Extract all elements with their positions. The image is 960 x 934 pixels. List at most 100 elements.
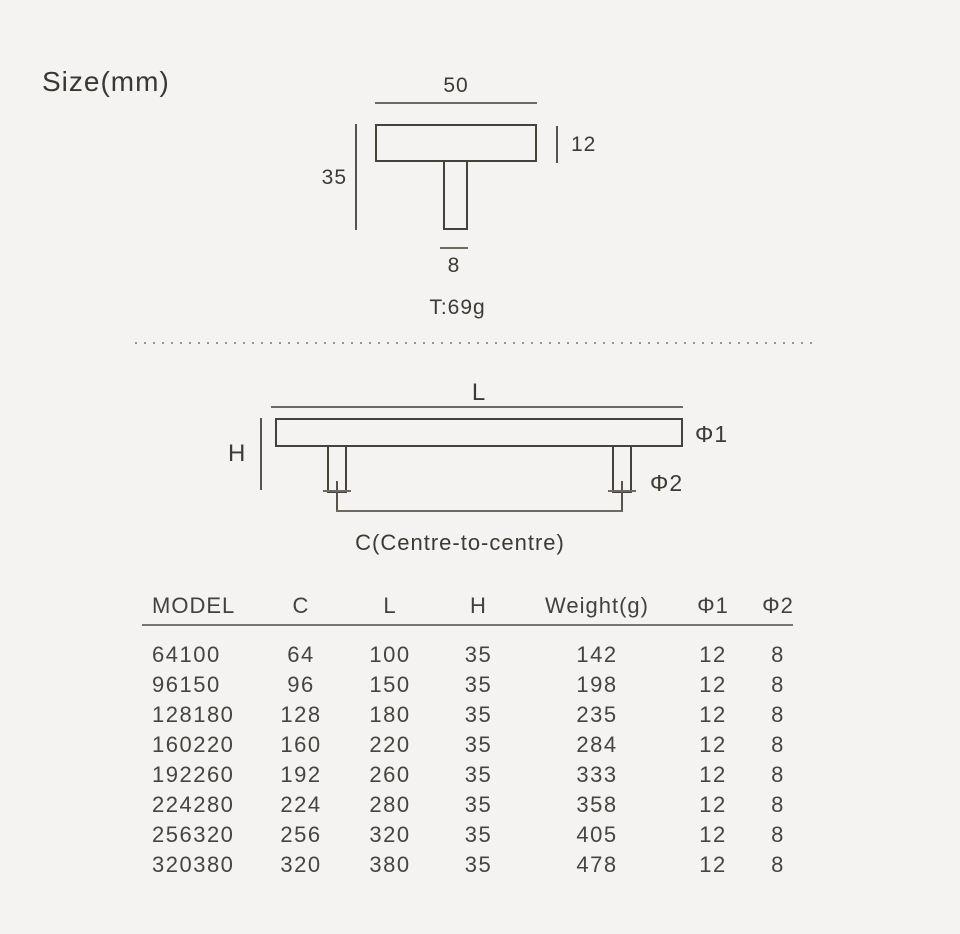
cell-l: 260	[369, 762, 411, 787]
knob-thickness-label: 12	[571, 133, 597, 156]
centre-dimension-line	[336, 510, 623, 512]
cell-c: 96	[287, 672, 315, 697]
cell-l: 180	[369, 702, 411, 727]
cell-weight: 358	[576, 792, 618, 817]
header-h: H	[470, 593, 487, 618]
cell-model: 160220	[152, 732, 235, 757]
cell-dia1: 12	[699, 642, 727, 667]
knob-height-label: 35	[321, 166, 347, 189]
cell-l: 380	[369, 852, 411, 877]
knob-height-dimension-line	[355, 124, 357, 230]
cell-weight: 478	[576, 852, 618, 877]
cell-l: 100	[369, 642, 411, 667]
header-model: MODEL	[152, 593, 236, 618]
cell-l: 220	[369, 732, 411, 757]
cell-dia2: 8	[771, 672, 785, 697]
centre-right-tick	[608, 490, 636, 492]
cell-l: 150	[369, 672, 411, 697]
cell-dia2: 8	[771, 762, 785, 787]
cell-dia2: 8	[771, 642, 785, 667]
handle-length-label: L	[471, 379, 487, 406]
cell-c: 224	[280, 792, 322, 817]
cell-dia1: 12	[699, 822, 727, 847]
cell-dia1: 12	[699, 702, 727, 727]
cell-model: 256320	[152, 822, 235, 847]
handle-diameter1-label: Φ1	[695, 421, 729, 447]
table-row: 320380 320 380 35 478 12 8	[142, 850, 802, 880]
cell-h: 35	[464, 852, 493, 877]
cell-c: 320	[280, 852, 322, 877]
table-body: 64100 64 100 35 142 12 8 96150 96 150 35…	[142, 640, 802, 880]
cell-dia2: 8	[771, 702, 785, 727]
cell-h: 35	[464, 762, 493, 787]
cell-model: 192260	[152, 762, 235, 787]
cell-dia2: 8	[771, 852, 785, 877]
cell-model: 320380	[152, 852, 235, 877]
cell-dia2: 8	[771, 822, 785, 847]
cell-h: 35	[464, 732, 493, 757]
header-dia1: Φ1	[697, 593, 729, 618]
header-l: L	[383, 593, 397, 618]
knob-stem-width-label: 8	[447, 254, 461, 277]
header-weight: Weight(g)	[545, 593, 649, 618]
knob-top-rect	[375, 124, 537, 162]
table-row: 96150 96 150 35 198 12 8	[142, 670, 802, 700]
centre-left-tick	[323, 490, 351, 492]
handle-length-dimension-line	[271, 406, 683, 408]
table-header-row: MODEL C L H Weight(g) Φ1 Φ2	[142, 588, 802, 624]
cell-dia1: 12	[699, 762, 727, 787]
cell-dia2: 8	[771, 732, 785, 757]
cell-weight: 198	[576, 672, 618, 697]
cell-weight: 235	[576, 702, 618, 727]
table-row: 192260 192 260 35 333 12 8	[142, 760, 802, 790]
spec-table: MODEL C L H Weight(g) Φ1 Φ2 64100 64 100…	[142, 588, 802, 880]
table-row: 128180 128 180 35 235 12 8	[142, 700, 802, 730]
cell-dia2: 8	[771, 792, 785, 817]
cell-c: 192	[280, 762, 322, 787]
centre-left-leader-line	[336, 481, 338, 512]
cell-model: 128180	[152, 702, 235, 727]
cell-h: 35	[464, 702, 493, 727]
handle-diameter2-label: Φ2	[650, 470, 684, 496]
page-title: Size(mm)	[42, 66, 170, 97]
cell-c: 128	[280, 702, 322, 727]
cell-h: 35	[464, 672, 493, 697]
cell-model: 224280	[152, 792, 235, 817]
knob-thickness-dimension-line	[556, 126, 558, 163]
knob-width-label: 50	[443, 74, 469, 97]
cell-weight: 405	[576, 822, 618, 847]
cell-c: 256	[280, 822, 322, 847]
cell-l: 320	[369, 822, 411, 847]
table-row: 160220 160 220 35 284 12 8	[142, 730, 802, 760]
cell-weight: 284	[576, 732, 618, 757]
knob-stem-dimension-line	[440, 247, 468, 249]
cell-dia1: 12	[699, 792, 727, 817]
cell-weight: 142	[576, 642, 618, 667]
knob-stem-rect	[443, 161, 468, 230]
table-row: 64100 64 100 35 142 12 8	[142, 640, 802, 670]
cell-model: 96150	[152, 672, 221, 697]
handle-height-dimension-line	[260, 418, 262, 490]
header-dia2: Φ2	[762, 593, 794, 618]
table-header-rule	[142, 624, 793, 626]
header-c: C	[292, 593, 310, 618]
centre-right-leader-line	[621, 481, 623, 512]
cell-dia1: 12	[699, 732, 727, 757]
cell-dia1: 12	[699, 672, 727, 697]
cell-weight: 333	[576, 762, 618, 787]
dotted-divider	[135, 342, 812, 344]
cell-h: 35	[464, 792, 493, 817]
centre-to-centre-label: C(Centre-to-centre)	[355, 530, 565, 555]
cell-dia1: 12	[699, 852, 727, 877]
cell-c: 64	[287, 642, 315, 667]
cell-h: 35	[464, 642, 493, 667]
handle-bar-rect	[275, 418, 683, 447]
cell-l: 280	[369, 792, 411, 817]
knob-width-dimension-line	[375, 102, 537, 104]
table-row: 224280 224 280 35 358 12 8	[142, 790, 802, 820]
table-row: 256320 256 320 35 405 12 8	[142, 820, 802, 850]
handle-height-label: H	[228, 440, 247, 467]
cell-h: 35	[464, 822, 493, 847]
cell-c: 160	[280, 732, 322, 757]
